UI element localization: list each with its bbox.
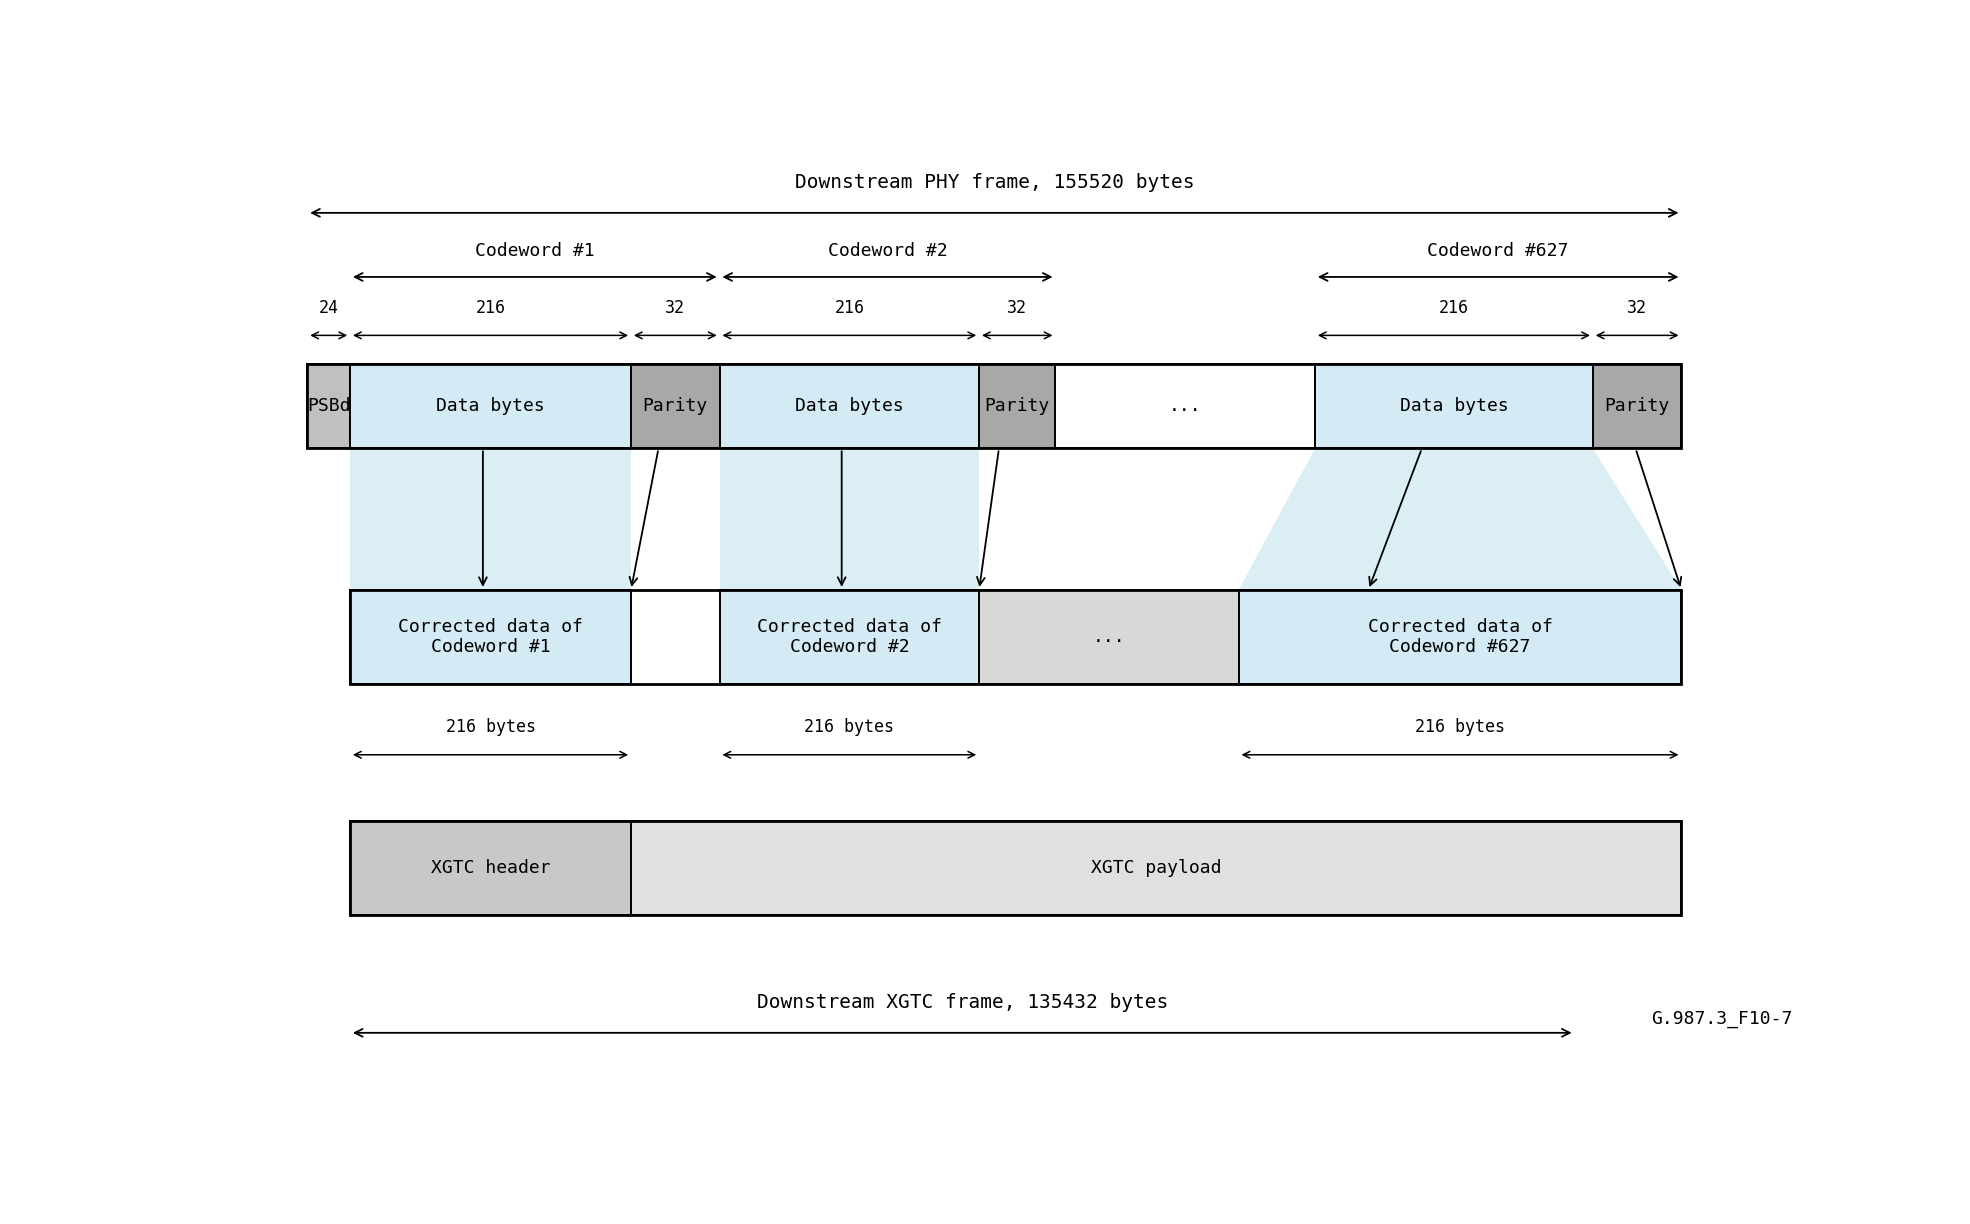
Bar (1316, 364, 1594, 448)
Text: Corrected data of
Codeword #627: Corrected data of Codeword #627 (1367, 618, 1552, 656)
Text: Data bytes: Data bytes (435, 397, 546, 415)
Bar (307, 364, 1682, 448)
Bar (630, 364, 719, 448)
Text: G.987.3_F10-7: G.987.3_F10-7 (1651, 1010, 1793, 1028)
Text: XGTC payload: XGTC payload (1091, 859, 1221, 876)
Text: Codeword #2: Codeword #2 (827, 242, 948, 259)
Text: ...: ... (1168, 397, 1202, 415)
Text: Codeword #627: Codeword #627 (1428, 242, 1568, 259)
Text: 32: 32 (1007, 299, 1026, 317)
Bar (1239, 590, 1682, 684)
Polygon shape (719, 448, 979, 590)
Bar (1594, 364, 1682, 448)
Bar (351, 364, 630, 448)
Text: 216: 216 (1438, 299, 1470, 317)
Text: Parity: Parity (985, 397, 1050, 415)
Text: ...: ... (1093, 628, 1125, 646)
Text: Parity: Parity (1604, 397, 1671, 415)
Text: 216 bytes: 216 bytes (804, 718, 894, 736)
Bar (630, 821, 1682, 916)
Bar (351, 821, 1680, 916)
Bar (979, 590, 1239, 684)
Bar (1056, 364, 1316, 448)
Text: Corrected data of
Codeword #2: Corrected data of Codeword #2 (756, 618, 942, 656)
Text: 24: 24 (319, 299, 339, 317)
Bar (719, 590, 979, 684)
Text: 216: 216 (475, 299, 506, 317)
Polygon shape (351, 448, 630, 590)
Text: Corrected data of
Codeword #1: Corrected data of Codeword #1 (398, 618, 583, 656)
Bar (351, 821, 630, 916)
Text: 32: 32 (666, 299, 686, 317)
Text: Data bytes: Data bytes (1399, 397, 1509, 415)
Text: 216: 216 (835, 299, 865, 317)
Text: PSBd: PSBd (307, 397, 351, 415)
Bar (351, 590, 1680, 684)
Bar (307, 364, 351, 448)
Polygon shape (1239, 448, 1682, 590)
Text: Downstream XGTC frame, 135432 bytes: Downstream XGTC frame, 135432 bytes (756, 993, 1168, 1012)
Bar (351, 590, 630, 684)
Text: 216 bytes: 216 bytes (1414, 718, 1505, 736)
Text: 32: 32 (1627, 299, 1647, 317)
Text: Codeword #1: Codeword #1 (475, 242, 595, 259)
Text: Downstream PHY frame, 155520 bytes: Downstream PHY frame, 155520 bytes (794, 173, 1194, 192)
Text: 216 bytes: 216 bytes (445, 718, 536, 736)
Bar (979, 364, 1056, 448)
Text: Data bytes: Data bytes (796, 397, 904, 415)
Bar (719, 364, 979, 448)
Text: XGTC header: XGTC header (431, 859, 550, 876)
Text: Parity: Parity (642, 397, 707, 415)
